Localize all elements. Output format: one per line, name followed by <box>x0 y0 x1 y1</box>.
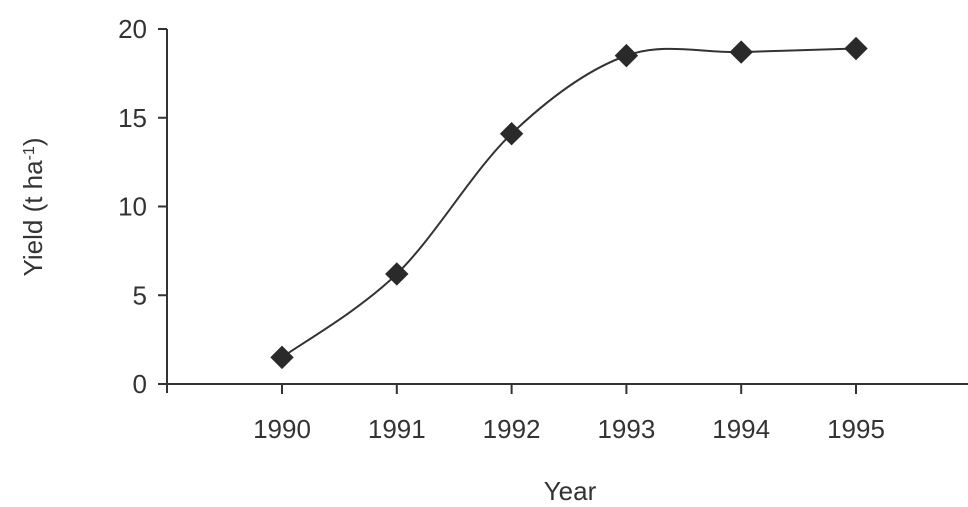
y-axis-title: Yield (t ha-1) <box>18 137 48 276</box>
y-tick-label: 10 <box>118 192 147 222</box>
y-axis-title-text: Yield (t ha <box>18 160 48 277</box>
data-point-marker <box>844 36 868 61</box>
x-tick-label: 1991 <box>368 414 426 444</box>
data-point-marker <box>729 40 753 64</box>
y-tick-label: 20 <box>118 14 147 44</box>
data-point-marker <box>385 262 409 286</box>
data-point-marker <box>614 43 639 68</box>
y-tick-label: 15 <box>118 103 147 133</box>
y-axis-title-superscript: -1 <box>21 146 38 160</box>
y-tick-label: 5 <box>133 280 147 310</box>
x-axis-title: Year <box>544 476 597 506</box>
plot-area: 0 5 10 15 20 1990 1991 1992 1993 1994 1995 <box>118 14 968 444</box>
x-tick-label: 1990 <box>253 414 311 444</box>
x-tick-label: 1994 <box>712 414 770 444</box>
x-tick-label: 1993 <box>597 414 655 444</box>
data-point-marker <box>499 122 524 146</box>
x-tick-label: 1995 <box>827 414 885 444</box>
y-tick-label: 0 <box>133 369 147 399</box>
data-point-marker <box>270 345 294 370</box>
y-axis-title-suffix: ) <box>18 137 48 146</box>
x-tick-label: 1992 <box>483 414 541 444</box>
series-line <box>281 47 857 359</box>
